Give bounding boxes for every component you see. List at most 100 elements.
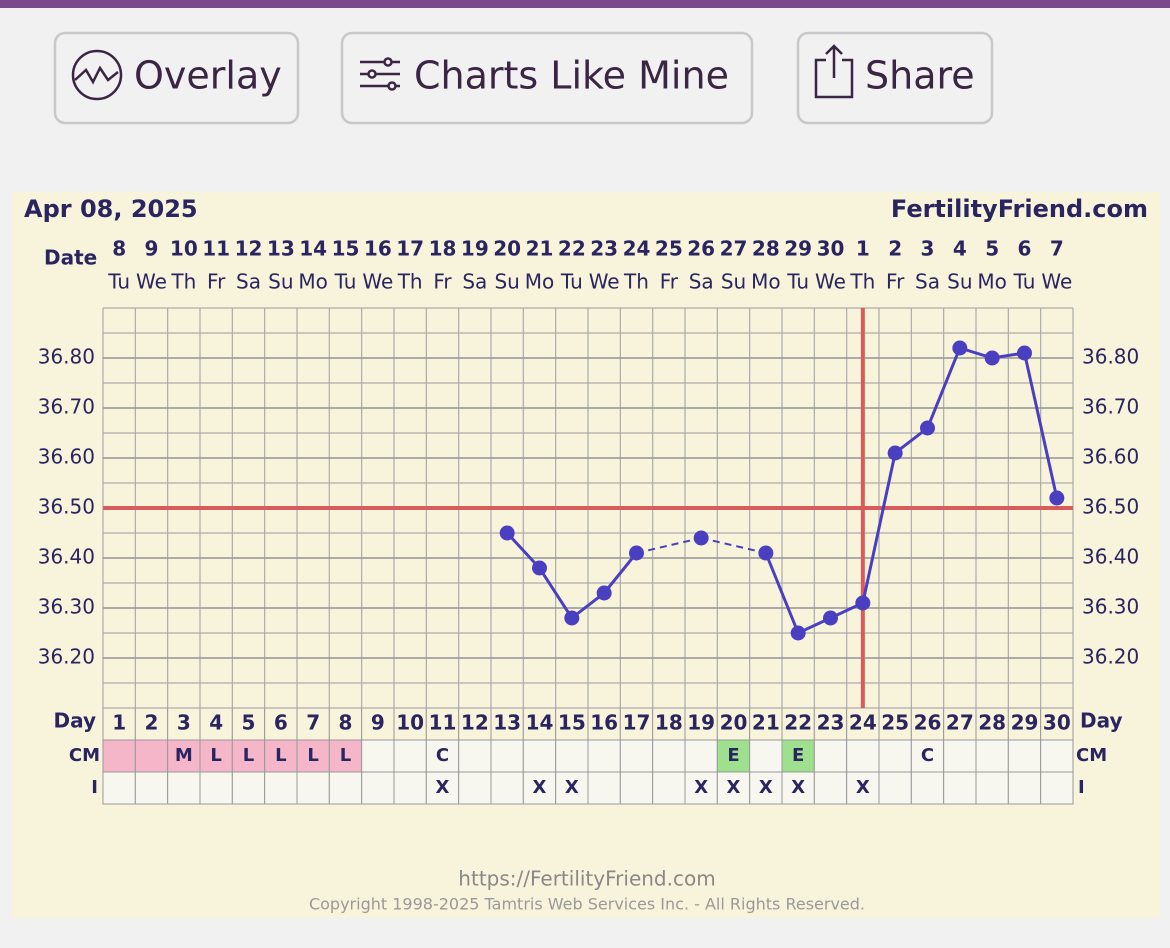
- cm-cell: [813, 739, 848, 773]
- cm-cell: [652, 739, 686, 773]
- day-number: 9: [371, 711, 385, 735]
- weekday: Su: [947, 270, 972, 294]
- day-number: 15: [558, 711, 586, 735]
- cm-cell: [619, 739, 654, 773]
- date: 8: [112, 237, 126, 261]
- y-tick-label: 36.40: [38, 545, 95, 569]
- day-number: 17: [623, 711, 651, 735]
- y-tick-label: 36.70: [38, 395, 95, 419]
- i-cell: [1040, 771, 1074, 805]
- i-cell: [652, 771, 686, 805]
- intercourse-entry: X: [565, 777, 579, 798]
- i-cell: [490, 771, 524, 805]
- y-tick-label-right: 36.80: [1082, 345, 1139, 369]
- date: 25: [655, 237, 683, 261]
- intercourse-entry: X: [759, 777, 773, 798]
- cm-entry: E: [792, 745, 804, 766]
- cm-cell: [1040, 739, 1074, 773]
- overlay-button[interactable]: Overlay: [53, 31, 300, 125]
- y-tick-label-right: 36.50: [1082, 495, 1139, 519]
- i-cell: [199, 771, 233, 805]
- day-number: 14: [526, 711, 554, 735]
- cm-cell: [102, 739, 136, 773]
- share-icon: [814, 44, 854, 99]
- overlay-icon: [71, 49, 123, 101]
- day-number: 1: [112, 711, 126, 735]
- date: 17: [396, 237, 424, 261]
- i-cell: [264, 771, 298, 805]
- intercourse-entry: X: [694, 777, 708, 798]
- i-cell: [943, 771, 977, 805]
- date: 20: [493, 237, 521, 261]
- date: 24: [623, 237, 651, 261]
- filter-icon: [360, 57, 400, 91]
- day-cell: [167, 707, 201, 741]
- i-cell: [393, 771, 427, 805]
- cm-cell: [587, 739, 621, 773]
- date: 12: [235, 237, 263, 261]
- temperature-point: [693, 530, 709, 546]
- i-label: I: [91, 777, 98, 798]
- weekday: Th: [397, 270, 423, 294]
- day-number: 28: [978, 711, 1006, 735]
- temperature-point: [1049, 490, 1065, 506]
- i-cell: [587, 771, 621, 805]
- i-cell: [813, 771, 848, 805]
- cm-entry: M: [175, 745, 193, 766]
- i-cell: [102, 771, 136, 805]
- cm-cell: [231, 739, 266, 773]
- date: 29: [784, 237, 812, 261]
- date: 3: [921, 237, 935, 261]
- date: 14: [299, 237, 327, 261]
- button-frame: [53, 31, 300, 125]
- i-cell: [619, 771, 654, 805]
- date: 7: [1050, 237, 1064, 261]
- day-number: 10: [396, 711, 424, 735]
- temperature-point: [952, 340, 968, 356]
- date: 11: [202, 237, 230, 261]
- cm-cell: [167, 739, 201, 773]
- temperature-point: [823, 610, 838, 626]
- y-tick-label: 36.80: [38, 345, 95, 369]
- weekday: We: [589, 270, 620, 294]
- chart-date: Apr 08, 2025: [24, 195, 198, 223]
- y-tick-label: 36.30: [38, 595, 95, 619]
- date: 4: [953, 237, 967, 261]
- button-frame: [340, 31, 754, 125]
- cm-label-right: CM: [1076, 745, 1107, 766]
- weekday: Su: [268, 270, 293, 294]
- i-cell: [134, 771, 169, 805]
- i-cell: [425, 771, 460, 805]
- cm-entry: L: [210, 745, 221, 766]
- temperature-point: [499, 525, 515, 541]
- charts-like-mine-button[interactable]: Charts Like Mine: [340, 31, 754, 125]
- weekday: Sa: [915, 270, 940, 294]
- cm-cell: [199, 739, 233, 773]
- footer-url: https://FertilityFriend.com: [458, 867, 715, 891]
- cm-cell: [134, 739, 169, 773]
- day-cell: [813, 707, 848, 741]
- temperature-point: [564, 610, 580, 626]
- weekday: We: [815, 270, 846, 294]
- day-number: 21: [752, 711, 780, 735]
- day-cell: [587, 707, 621, 741]
- cm-cell: [264, 739, 298, 773]
- weekday: Su: [494, 270, 519, 294]
- y-tick-label-right: 36.20: [1082, 645, 1139, 669]
- weekday: Th: [623, 270, 649, 294]
- date: 13: [267, 237, 295, 261]
- y-tick-label: 36.50: [38, 495, 95, 519]
- day-number: 3: [177, 711, 191, 735]
- i-cell: [781, 771, 815, 805]
- day-number: 16: [590, 711, 618, 735]
- share-button[interactable]: Share: [796, 31, 994, 125]
- i-cell: [167, 771, 201, 805]
- weekday: Sa: [689, 270, 714, 294]
- cm-entry: C: [921, 745, 934, 766]
- temperature-point: [790, 625, 806, 641]
- day-number: 19: [687, 711, 715, 735]
- weekday: We: [362, 270, 393, 294]
- cm-cell: [490, 739, 524, 773]
- y-tick-label-right: 36.70: [1082, 395, 1139, 419]
- i-label-right: I: [1078, 777, 1085, 798]
